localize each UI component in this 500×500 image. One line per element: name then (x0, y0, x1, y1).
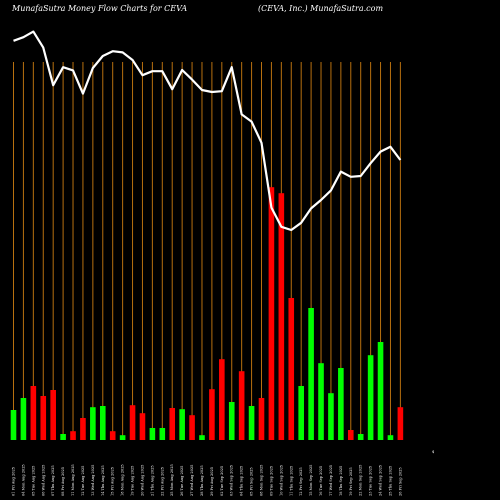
x-tick-label: 21 Thu Aug 2025 (150, 465, 154, 496)
x-tick-label: 20 Wed Aug 2025 (140, 465, 144, 496)
bar (268, 187, 275, 440)
bar (397, 407, 404, 440)
bar (169, 408, 176, 440)
x-axis-labels: 01 Fri Aug 2025 04 Mon Aug 2025 05 Tue Aug… (12, 450, 435, 496)
bar (179, 409, 185, 440)
x-tick-label: 09 Tue Sep 2025 (269, 466, 273, 496)
x-tick-label: 11 Mon Aug 2025 (71, 464, 75, 496)
bar (60, 434, 66, 440)
x-tick-label: 19 Fri Sep 2025 (349, 467, 353, 496)
bar (347, 430, 354, 440)
bar (159, 428, 166, 440)
x-tick-label: 26 Fri Sep 2025 (398, 467, 402, 496)
x-tick-label: 11 Thu Sep 2025 (289, 466, 293, 496)
x-tick-label: 02 Tue Sep 2025 (220, 466, 224, 496)
x-tick-label: 27 Wed Aug 2025 (190, 465, 194, 496)
bar (50, 390, 56, 440)
x-tick-label: 05 Tue Aug 2025 (31, 466, 35, 496)
bar (377, 342, 384, 440)
x-tick-label: 19 Tue Aug 2025 (131, 466, 135, 496)
x-tick-label: 04 Mon Aug 2025 (21, 464, 25, 496)
bar (238, 371, 245, 440)
x-tick-label: 18 Mon Aug 2025 (121, 464, 125, 496)
bar (328, 393, 334, 440)
bar (20, 398, 27, 440)
bar (119, 435, 126, 440)
bar (248, 406, 255, 440)
x-tick-label: 12 Tue Aug 2025 (81, 466, 85, 496)
bar (70, 431, 76, 440)
bar (139, 413, 146, 440)
bar (308, 308, 314, 440)
x-tick-label: 15 Mon Sep 2025 (309, 465, 313, 496)
chart-subtitle: (CEVA, Inc.) MunafaSutra.com (258, 4, 384, 13)
bar (228, 402, 235, 440)
x-tick-label: 07 Thu Aug 2025 (51, 465, 55, 496)
bar (80, 418, 86, 440)
marker-label: $ (432, 450, 434, 454)
bar (357, 434, 364, 440)
x-tick-label: 29 Fri Aug 2025 (210, 467, 214, 496)
x-tick-label: 25 Thu Sep 2025 (388, 466, 392, 496)
chart-title: MunafaSutra Money Flow Charts for CEVA (12, 4, 188, 13)
volume-bars (10, 187, 404, 440)
x-tick-label: 28 Thu Aug 2025 (200, 465, 204, 496)
bar (99, 406, 106, 440)
x-tick-label: 24 Wed Sep 2025 (379, 465, 383, 496)
bar (199, 435, 205, 440)
bar (109, 431, 116, 440)
bar (40, 396, 47, 440)
bar (90, 407, 96, 440)
x-tick-label: 23 Tue Sep 2025 (369, 466, 373, 496)
bar (189, 415, 195, 440)
x-tick-label: 08 Mon Sep 2025 (260, 465, 264, 496)
x-tick-label: 14 Thu Aug 2025 (101, 465, 105, 496)
money-flow-line (13, 30, 402, 232)
bar (30, 386, 37, 440)
x-tick-label: 12 Fri Sep 2025 (299, 467, 303, 496)
x-tick-label: 15 Fri Aug 2025 (111, 467, 115, 496)
bar (129, 405, 136, 440)
x-tick-label: 26 Tue Aug 2025 (180, 466, 184, 496)
x-tick-label: 16 Tue Sep 2025 (319, 466, 323, 496)
x-tick-label: 06 Wed Aug 2025 (41, 465, 45, 496)
x-tick-label: 25 Mon Aug 2025 (170, 464, 174, 496)
x-tick-label: 13 Wed Aug 2025 (91, 465, 95, 496)
bar (10, 410, 17, 440)
x-tick-label: 10 Wed Sep 2025 (279, 465, 283, 496)
x-tick-label: 05 Fri Sep 2025 (250, 467, 254, 496)
x-tick-label: 22 Fri Aug 2025 (160, 467, 164, 496)
bar (258, 398, 265, 440)
bar (149, 428, 156, 440)
x-tick-label: 18 Thu Sep 2025 (339, 466, 343, 496)
bar (298, 386, 304, 440)
x-tick-label: 03 Wed Sep 2025 (230, 465, 234, 496)
bar (318, 363, 324, 440)
bar (387, 435, 394, 440)
x-tick-label: 22 Mon Sep 2025 (359, 465, 363, 496)
series-line (13, 30, 402, 232)
bar (219, 359, 225, 440)
x-tick-label: 01 Fri Aug 2025 (12, 467, 16, 496)
x-tick-label: 17 Wed Sep 2025 (329, 465, 333, 496)
bar (209, 389, 215, 440)
x-tick-label: 04 Thu Sep 2025 (240, 466, 244, 496)
bar (278, 193, 285, 440)
bar (288, 298, 295, 440)
x-tick-label: 08 Fri Aug 2025 (61, 467, 65, 496)
bar (338, 368, 344, 440)
bar (367, 355, 374, 440)
